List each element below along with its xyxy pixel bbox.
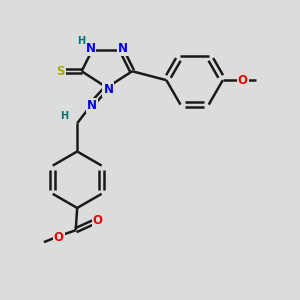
Text: N: N: [85, 42, 96, 56]
Text: S: S: [57, 65, 65, 78]
Text: O: O: [238, 74, 248, 87]
Text: N: N: [118, 42, 128, 56]
Text: O: O: [93, 214, 103, 227]
Text: H: H: [60, 111, 68, 121]
Text: O: O: [54, 232, 64, 244]
Text: N: N: [103, 82, 113, 96]
Text: N: N: [87, 99, 97, 112]
Text: H: H: [77, 36, 85, 46]
